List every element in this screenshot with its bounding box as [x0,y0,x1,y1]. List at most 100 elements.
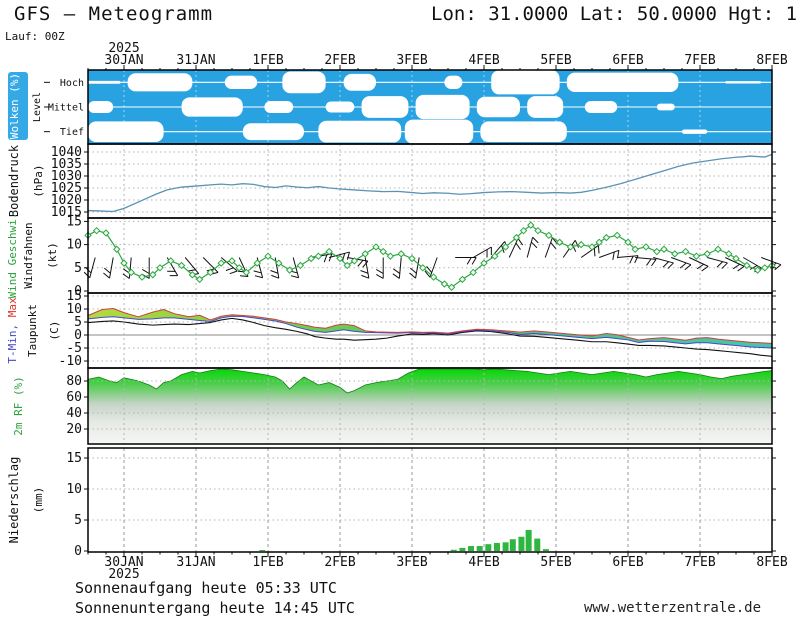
date-label-top: 2FEB [324,53,355,68]
cloud-blob [566,72,679,93]
wind-barb-flag [103,267,111,274]
wind-speed-marker [501,243,510,251]
wind-speed-marker [512,233,521,242]
model-run-label: Lauf: 00Z [5,30,65,43]
cloud-blob [527,96,564,118]
wind-speed-marker [631,245,639,253]
wind-speed-marker [397,250,405,258]
wind-speed-marker [127,268,135,277]
wind-speed-marker [325,247,333,256]
date-label-top: 3FEB [396,53,427,68]
wind-barb-flag [749,265,758,270]
wind-barb-flag [83,271,91,279]
y-tick-label: 5 [74,261,82,276]
wind-speed-marker [692,252,701,260]
wind-speed-marker [732,254,740,263]
wind-speed-marker [595,238,603,246]
precip-bar [542,549,549,551]
wind-speed-marker [458,275,467,284]
wind-speed-marker [642,243,650,251]
wind-barb-flag [667,262,674,269]
precip-bar [509,539,516,551]
wind-speed-marker [725,250,733,258]
wind-speed-marker [714,245,722,253]
wind-speed-marker [149,271,157,279]
cloud-blob [444,75,463,89]
precip-bar [459,547,466,551]
wind-barb-flag [530,241,538,249]
wind-barb [128,257,132,279]
wind-barb-flag [651,259,657,267]
wind-speed-marker [275,259,283,267]
kt-unit-label: (kt) [46,242,59,269]
tmin-max-label: T-Min, Max [6,297,19,364]
wind-barb-flag [466,257,472,265]
wind-barb-flag [409,272,416,279]
cloud-blob [415,94,470,120]
precip-bar [468,546,475,551]
wind-barb [544,237,553,258]
y-tick-label: 1025 [51,181,82,196]
wind-speed-marker [242,268,251,277]
wind-geschwi-label: Wind Geschwi. [6,212,19,298]
wind-barb [635,257,657,260]
wind-barb-flag [571,244,577,252]
wind-barb-flag [612,251,615,260]
wolken-badge [8,72,28,140]
wind-speed-marker [555,238,564,246]
wind-barb-flag [721,262,728,269]
wind-speed-marker [660,245,668,253]
wind-speed-marker [228,257,236,265]
sunset-info: Sonnenuntergang heute 14:45 UTC [75,599,355,617]
wind-speed-marker [253,259,261,267]
wind-barb [202,257,219,273]
bodendruck-label: Bodendruck [7,144,21,217]
wind-barb-flag [290,275,299,279]
y-tick-label: 15 [66,289,82,304]
precip-bar [534,538,541,551]
precip-bar [502,542,509,551]
wind-barb-flag [471,257,477,265]
wind-barb-flag [737,265,745,272]
wind-speed-marker [527,221,535,229]
wind-barb-flag [376,269,384,274]
page-title: GFS — Meteogramm [14,3,214,25]
wind-speed-marker [217,259,225,267]
wind-speed-marker [624,238,632,246]
precip-bar [485,544,492,551]
precip-bar [525,529,532,551]
website-watermark: www.wetterzentrale.de [584,600,762,616]
temp-min-line [87,315,773,349]
y-tick-label: 80 [66,374,82,389]
precip-bar [259,550,266,551]
wind-speed-marker [314,252,323,260]
wind-speed-marker [602,233,611,242]
sunrise-info: Sonnenaufgang heute 05:33 UTC [75,579,337,597]
wind-barb-flag [550,242,557,249]
wind-speed-marker [379,247,387,256]
wind-barb-flag [774,264,782,271]
wind-barb-flag [679,262,687,269]
panel-wind: 0 5 10 15 Wind Geschwi. Windfahnen (kt) [6,212,782,299]
wind-speed-marker [429,273,438,281]
wind-speed-marker [653,247,661,256]
wind-barb-flag [426,266,433,273]
wind-barb-flag [240,275,249,278]
wind-speed-marker [753,266,762,274]
wind-barb [508,238,519,258]
wind-speed-marker [681,247,690,256]
y-tick-label: -5 [66,341,82,356]
cloud-blob [476,96,520,118]
wind-barb [761,257,782,266]
wind-barb [671,257,692,266]
wind-barb [724,257,745,267]
wind-barb [109,257,114,279]
panel-precipitation: 0 5 10 15 Niederschlag (mm) [7,447,776,559]
wolken-label: Wolken (%) [8,73,21,139]
wind-barb [364,257,370,279]
wind-barb-flag [254,275,263,279]
cloud-blob [725,81,762,84]
